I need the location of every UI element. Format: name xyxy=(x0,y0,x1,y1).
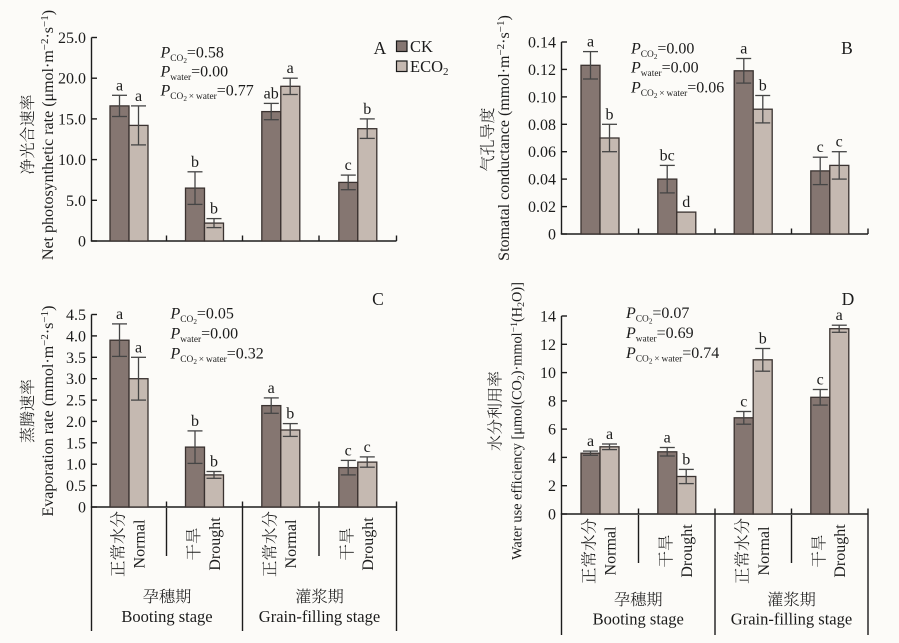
svg-text:Evaporation rate (mmol·m−2·s−1: Evaporation rate (mmol·m−2·s−1) xyxy=(39,306,57,517)
svg-text:0.06: 0.06 xyxy=(528,144,556,161)
svg-text:10: 10 xyxy=(540,365,556,382)
svg-text:b: b xyxy=(363,101,371,118)
svg-text:PCO2=0.07: PCO2=0.07 xyxy=(625,305,689,326)
svg-text:c: c xyxy=(364,439,371,456)
svg-text:a: a xyxy=(664,430,671,447)
svg-text:bc: bc xyxy=(660,147,675,164)
svg-text:ECO2: ECO2 xyxy=(410,57,449,78)
svg-text:b: b xyxy=(759,78,767,95)
svg-text:Net photosynthetic rate (μmol·: Net photosynthetic rate (μmol·m−2·s−1) xyxy=(39,10,57,260)
svg-text:a: a xyxy=(287,60,294,77)
svg-text:b: b xyxy=(210,201,218,218)
svg-text:10.0: 10.0 xyxy=(58,152,86,169)
svg-text:c: c xyxy=(836,134,843,151)
svg-text:CK: CK xyxy=(410,37,433,56)
svg-text:Normal: Normal xyxy=(283,519,300,568)
svg-text:PCO2 × water=0.06: PCO2 × water=0.06 xyxy=(630,80,724,101)
svg-text:Pwater=0.69: Pwater=0.69 xyxy=(625,325,694,345)
svg-text:Pwater=0.00: Pwater=0.00 xyxy=(160,64,229,84)
svg-text:c: c xyxy=(345,157,352,174)
svg-text:0: 0 xyxy=(78,234,86,251)
svg-text:a: a xyxy=(587,433,594,450)
svg-text:C: C xyxy=(372,289,384,309)
svg-text:8: 8 xyxy=(548,393,556,410)
svg-text:c: c xyxy=(345,442,352,459)
svg-text:3.0: 3.0 xyxy=(66,371,86,388)
svg-text:Booting stage: Booting stage xyxy=(593,610,684,629)
svg-text:3.5: 3.5 xyxy=(66,350,86,367)
svg-text:b: b xyxy=(286,406,294,423)
svg-text:12: 12 xyxy=(540,337,556,354)
svg-text:0.08: 0.08 xyxy=(528,117,556,134)
svg-text:a: a xyxy=(836,307,843,324)
svg-text:Booting stage: Booting stage xyxy=(121,607,212,626)
svg-text:Grain-filling stage: Grain-filling stage xyxy=(259,607,380,626)
svg-text:25.0: 25.0 xyxy=(58,30,86,47)
svg-text:PCO2=0.58: PCO2=0.58 xyxy=(160,45,224,66)
svg-text:0.04: 0.04 xyxy=(528,172,556,189)
svg-text:A: A xyxy=(374,38,387,58)
svg-text:c: c xyxy=(740,394,747,411)
svg-text:Grain-filling stage: Grain-filling stage xyxy=(731,610,852,629)
svg-text:Normal: Normal xyxy=(132,519,149,568)
svg-text:b: b xyxy=(191,154,199,171)
svg-text:a: a xyxy=(606,426,613,443)
svg-text:14: 14 xyxy=(540,309,556,326)
svg-text:0.10: 0.10 xyxy=(528,89,556,106)
svg-text:Stomatal conductance (mmol·m−2: Stomatal conductance (mmol·m−2·s−1) xyxy=(495,15,513,261)
svg-text:D: D xyxy=(842,289,855,309)
svg-text:Pwater=0.00: Pwater=0.00 xyxy=(630,60,699,80)
svg-text:a: a xyxy=(135,339,142,356)
svg-text:2.0: 2.0 xyxy=(66,414,86,431)
svg-text:ab: ab xyxy=(264,85,279,102)
svg-text:PCO2 × water=0.74: PCO2 × water=0.74 xyxy=(625,345,719,366)
svg-text:B: B xyxy=(841,38,853,58)
svg-text:b: b xyxy=(682,451,690,468)
svg-text:a: a xyxy=(116,306,123,323)
svg-text:PCO2=0.00: PCO2=0.00 xyxy=(630,41,694,62)
svg-text:1.0: 1.0 xyxy=(66,457,86,474)
svg-text:15.0: 15.0 xyxy=(58,111,86,128)
svg-text:4.0: 4.0 xyxy=(66,328,86,345)
svg-text:b: b xyxy=(606,106,614,123)
svg-text:a: a xyxy=(135,88,142,105)
svg-text:Drought: Drought xyxy=(360,517,377,571)
svg-text:PCO2=0.05: PCO2=0.05 xyxy=(170,306,234,327)
svg-text:c: c xyxy=(817,372,824,389)
svg-text:a: a xyxy=(587,34,594,51)
svg-text:Drought: Drought xyxy=(207,517,224,571)
svg-text:2: 2 xyxy=(548,478,556,495)
svg-text:0.02: 0.02 xyxy=(528,199,556,216)
svg-text:5.0: 5.0 xyxy=(66,193,86,210)
svg-text:1.5: 1.5 xyxy=(66,435,86,452)
svg-text:a: a xyxy=(116,77,123,94)
svg-text:b: b xyxy=(759,331,767,348)
svg-text:Drought: Drought xyxy=(832,524,849,578)
svg-text:0.5: 0.5 xyxy=(66,478,86,495)
svg-text:Drought: Drought xyxy=(679,524,696,578)
svg-text:6: 6 xyxy=(548,422,556,439)
svg-text:0: 0 xyxy=(78,500,86,517)
svg-text:0: 0 xyxy=(548,507,556,524)
svg-text:20.0: 20.0 xyxy=(58,71,86,88)
svg-text:4.5: 4.5 xyxy=(66,307,86,324)
svg-text:a: a xyxy=(268,380,275,397)
svg-text:PCO2 × water=0.77: PCO2 × water=0.77 xyxy=(160,83,254,104)
svg-text:0: 0 xyxy=(548,227,556,244)
svg-text:Normal: Normal xyxy=(756,526,773,575)
svg-text:Pwater=0.00: Pwater=0.00 xyxy=(170,326,239,346)
svg-text:0.14: 0.14 xyxy=(528,35,556,52)
svg-text:b: b xyxy=(210,454,218,471)
svg-text:Normal: Normal xyxy=(603,526,620,575)
svg-text:2.5: 2.5 xyxy=(66,393,86,410)
svg-text:PCO2 × water=0.32: PCO2 × water=0.32 xyxy=(170,346,264,367)
svg-text:d: d xyxy=(682,194,690,211)
svg-text:Water use efficiency [μmol(CO2: Water use efficiency [μmol(CO2)·mmol−1(H… xyxy=(509,282,527,560)
svg-text:0.12: 0.12 xyxy=(528,62,556,79)
svg-text:a: a xyxy=(740,41,747,58)
svg-text:c: c xyxy=(817,139,824,156)
svg-text:4: 4 xyxy=(548,450,556,467)
svg-text:b: b xyxy=(191,413,199,430)
